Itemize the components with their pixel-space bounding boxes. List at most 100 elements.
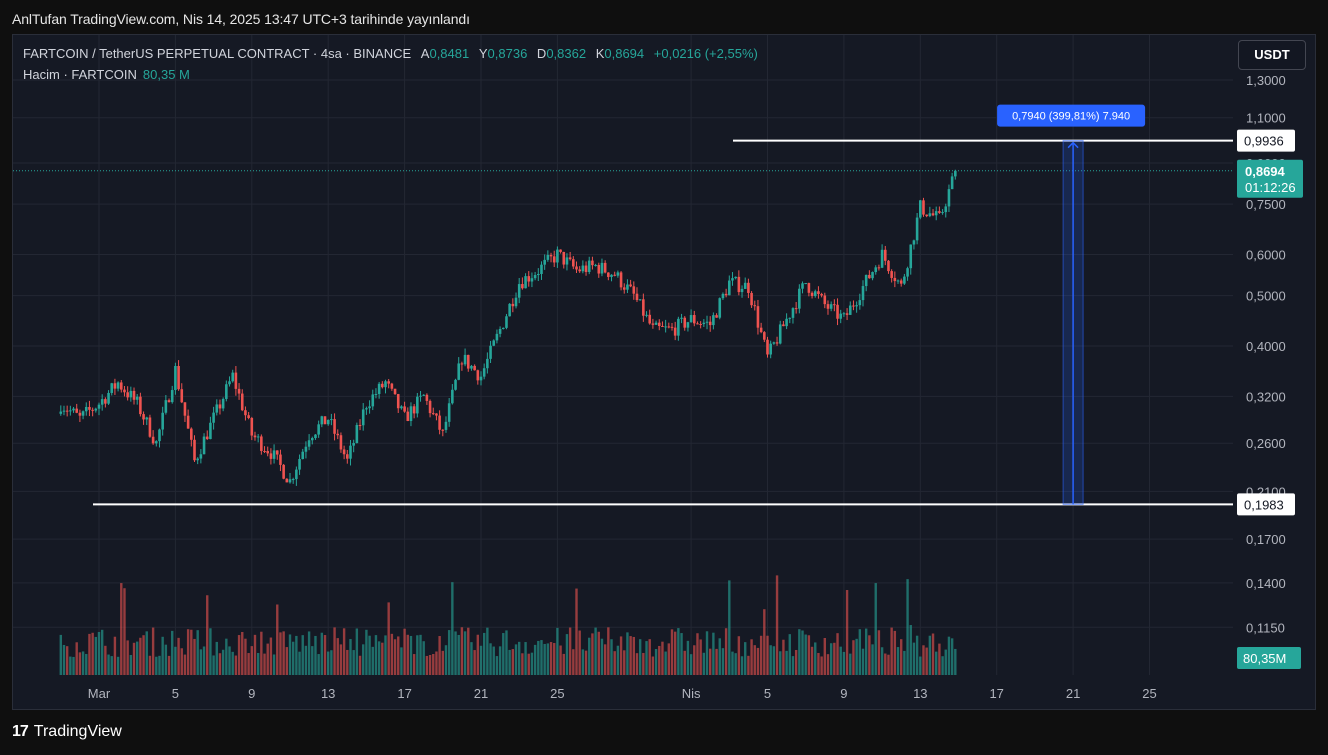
candle xyxy=(352,439,355,453)
volume-bar xyxy=(950,638,954,675)
candle xyxy=(686,321,690,332)
volume-bar xyxy=(549,642,553,675)
candle-body xyxy=(766,339,769,355)
volume-bar xyxy=(915,635,919,675)
candle-body xyxy=(743,282,747,289)
candle-body xyxy=(336,433,340,436)
candle-body xyxy=(119,382,123,390)
candle-body xyxy=(190,428,193,440)
y-tick-label: 0,1700 xyxy=(1246,532,1286,547)
volume-bar xyxy=(922,645,925,675)
candle xyxy=(626,279,629,294)
candle xyxy=(903,273,906,285)
candle xyxy=(119,379,123,393)
volume-bar xyxy=(527,653,530,675)
candle-body xyxy=(763,332,766,340)
x-tick-label: 21 xyxy=(474,686,488,701)
volume-bar xyxy=(403,628,406,675)
price-chart[interactable]: 1,30001,10000,90000,75000,60000,50000,40… xyxy=(13,35,1317,711)
candle xyxy=(301,448,305,460)
volume-bar xyxy=(575,588,578,675)
volume-bar xyxy=(626,632,629,675)
candle-body xyxy=(260,436,263,451)
candle-body xyxy=(428,400,432,414)
candle-body xyxy=(97,404,101,409)
candle-body xyxy=(934,211,938,216)
volume-bar xyxy=(148,655,152,675)
candle xyxy=(584,261,588,276)
candle-body xyxy=(72,408,75,411)
candle xyxy=(342,445,346,460)
candle-body xyxy=(909,244,913,269)
volume-bar xyxy=(145,631,148,675)
volume-bar xyxy=(578,630,581,675)
volume-bar xyxy=(368,635,371,675)
y-tick-label: 0,6000 xyxy=(1246,248,1286,263)
candle xyxy=(670,323,674,331)
candle xyxy=(451,384,454,405)
volume-bar xyxy=(104,645,107,675)
candle xyxy=(896,279,900,284)
candle xyxy=(349,440,352,466)
candle-body xyxy=(508,303,511,317)
candle-body xyxy=(775,342,779,344)
candle xyxy=(314,434,317,440)
candle-body xyxy=(788,317,792,319)
candle-body xyxy=(807,283,811,293)
candle-body xyxy=(810,292,814,297)
candle xyxy=(517,277,521,304)
volume-bar xyxy=(374,635,378,675)
volume-bar xyxy=(616,645,620,675)
volume-bar xyxy=(533,644,537,675)
volume-bar xyxy=(362,644,365,675)
candle xyxy=(785,313,788,330)
volume-bar xyxy=(938,643,941,675)
candle-body xyxy=(903,276,906,284)
candle-body xyxy=(750,292,753,306)
volume-bar xyxy=(282,631,285,675)
volume-bar xyxy=(349,639,352,675)
candle xyxy=(285,478,289,483)
volume-bar xyxy=(183,654,187,675)
tradingview-logo[interactable]: 17 TradingView xyxy=(12,723,122,741)
currency-button[interactable]: USDT xyxy=(1238,40,1306,70)
candle-body xyxy=(196,458,199,461)
last-volume-label: 80,35M xyxy=(1237,647,1301,669)
volume-bar xyxy=(85,653,88,675)
candle xyxy=(177,360,180,391)
volume-bar xyxy=(164,644,168,675)
candle-body xyxy=(791,308,795,318)
candle xyxy=(756,299,760,335)
volume-bar xyxy=(944,649,947,675)
volume-bar xyxy=(323,635,327,675)
volume-label[interactable]: Hacim · FARTCOIN xyxy=(23,67,137,82)
candle xyxy=(928,206,932,218)
candle xyxy=(578,266,581,273)
volume-bar xyxy=(581,649,585,675)
volume-bar xyxy=(785,650,788,675)
candle-body xyxy=(804,283,807,285)
candle xyxy=(931,209,935,217)
candle-body xyxy=(610,274,613,277)
candle xyxy=(667,322,671,329)
symbol-name[interactable]: FARTCOIN / TetherUS PERPETUAL CONTRACT ·… xyxy=(23,46,412,61)
candle-body xyxy=(715,315,718,318)
candle-body xyxy=(269,453,273,459)
volume-bar xyxy=(298,651,301,675)
volume-bar xyxy=(62,644,66,675)
volume-bar xyxy=(311,646,314,675)
candle xyxy=(934,206,938,221)
volume-bar xyxy=(782,639,785,675)
candle xyxy=(794,302,798,314)
candle xyxy=(883,245,887,266)
volume-bar xyxy=(868,635,871,675)
volume-bar xyxy=(317,654,320,675)
y-tick-label: 0,7500 xyxy=(1246,197,1286,212)
candle-body xyxy=(740,288,744,293)
measure-arrow-head xyxy=(1067,141,1079,149)
volume-bar xyxy=(928,635,932,675)
candle xyxy=(142,411,145,425)
candle xyxy=(470,364,473,371)
candle xyxy=(368,400,371,414)
